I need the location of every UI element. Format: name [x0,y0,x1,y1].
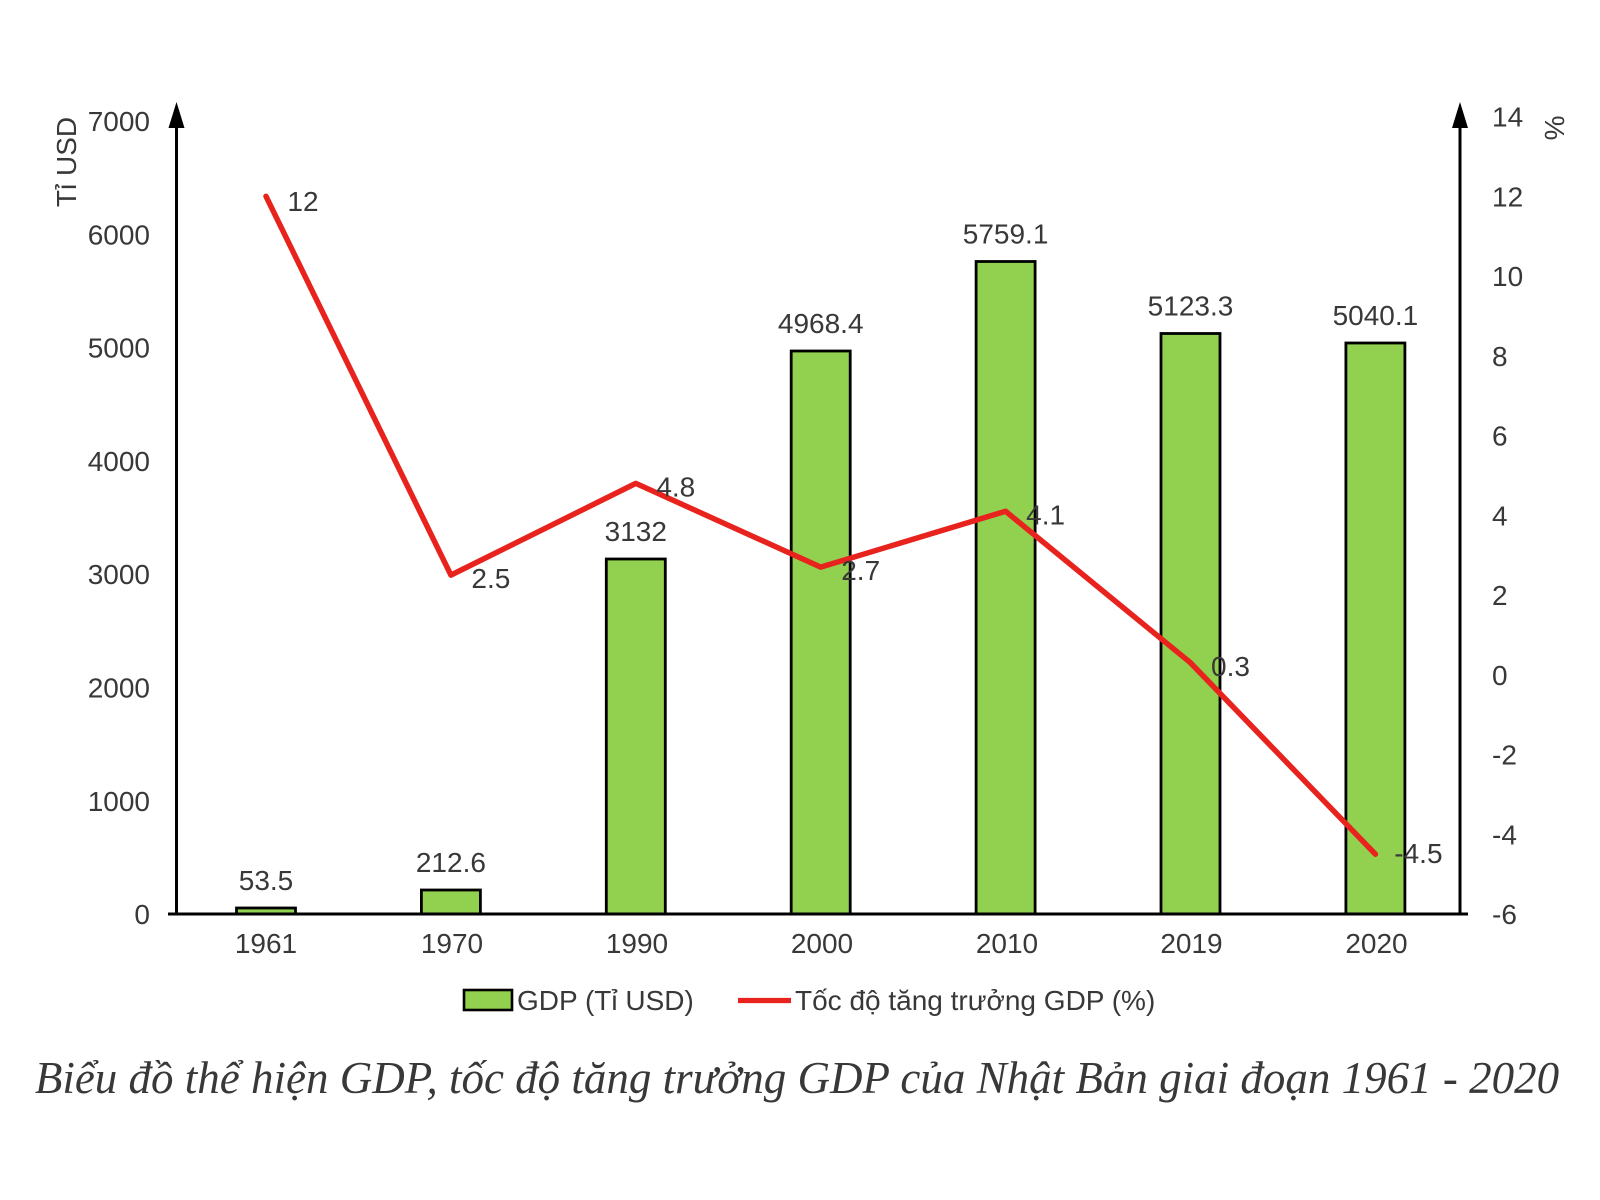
svg-text:%: % [1539,116,1570,141]
svg-text:2.5: 2.5 [471,563,510,594]
svg-text:GDP (Tỉ USD): GDP (Tỉ USD) [517,985,694,1016]
svg-text:10: 10 [1492,261,1523,292]
svg-text:2020: 2020 [1345,928,1407,959]
svg-text:1970: 1970 [421,928,483,959]
svg-text:-2: -2 [1492,740,1517,771]
svg-text:0: 0 [1492,660,1508,691]
svg-text:Biểu đồ thể hiện GDP, tốc độ t: Biểu đồ thể hiện GDP, tốc độ tăng trưởng… [35,1053,1559,1103]
svg-text:4000: 4000 [88,446,150,477]
svg-text:1961: 1961 [235,928,297,959]
svg-text:6: 6 [1492,421,1508,452]
svg-text:3000: 3000 [88,559,150,590]
svg-text:6000: 6000 [88,219,150,250]
svg-text:4.1: 4.1 [1026,499,1065,530]
svg-text:1000: 1000 [88,786,150,817]
svg-text:5123.3: 5123.3 [1148,291,1234,322]
svg-text:53.5: 53.5 [239,865,294,896]
svg-text:2010: 2010 [976,928,1038,959]
svg-text:2: 2 [1492,580,1508,611]
svg-text:0.3: 0.3 [1211,651,1250,682]
svg-text:4: 4 [1492,500,1508,531]
svg-text:14: 14 [1492,102,1523,133]
svg-text:8: 8 [1492,341,1508,372]
svg-text:7000: 7000 [88,106,150,137]
svg-text:-4.5: -4.5 [1394,838,1442,869]
svg-text:2.7: 2.7 [841,555,880,586]
svg-text:5000: 5000 [88,333,150,364]
svg-text:2000: 2000 [88,673,150,704]
svg-text:5040.1: 5040.1 [1333,300,1419,331]
svg-text:0: 0 [134,899,150,930]
svg-text:212.6: 212.6 [416,847,486,878]
svg-text:4.8: 4.8 [656,471,695,502]
svg-text:12: 12 [287,186,318,217]
svg-text:1990: 1990 [606,928,668,959]
svg-text:2019: 2019 [1160,928,1222,959]
svg-text:3132: 3132 [605,516,667,547]
svg-text:2000: 2000 [791,928,853,959]
svg-text:Tỉ USD: Tỉ USD [51,117,82,207]
svg-text:-6: -6 [1492,899,1517,930]
svg-text:Tốc độ tăng trưởng GDP (%): Tốc độ tăng trưởng GDP (%) [795,985,1155,1016]
svg-text:5759.1: 5759.1 [963,219,1049,250]
svg-text:-4: -4 [1492,819,1517,850]
svg-text:12: 12 [1492,181,1523,212]
svg-text:4968.4: 4968.4 [778,308,864,339]
